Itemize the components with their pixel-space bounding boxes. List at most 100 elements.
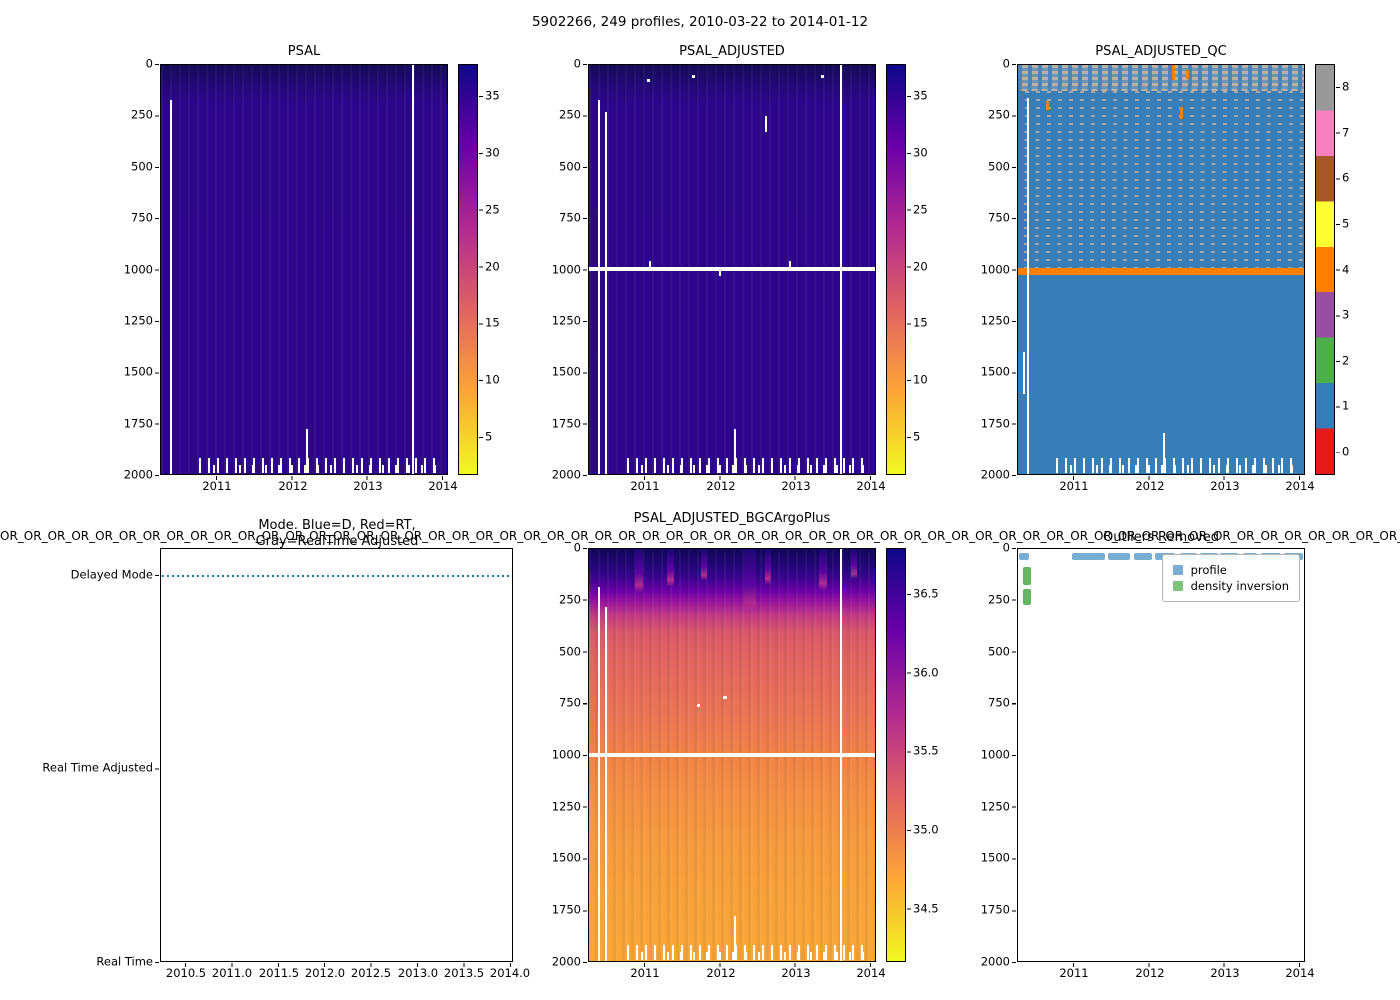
missing-notch [734,429,736,473]
x-tick-label: 2010.5 [165,966,207,980]
qc8-speckle [1018,91,1304,268]
missing-bottom-notches [641,952,865,960]
missing-speck [821,75,824,78]
salinity-plume [744,549,756,615]
y-tick-label: 750 [559,695,581,710]
cb-tick-label: 5 [1342,216,1350,231]
x-tick-label: 2013 [1210,479,1240,493]
y-ticks [155,64,159,476]
x-tick-label: 2013 [1210,966,1240,980]
bgc-colorbar [886,548,906,962]
cb-tick-label: 36.5 [913,586,939,601]
psal-adjusted-heatmap [588,64,876,475]
x-tick-label: 2012 [706,479,736,493]
y-tick-label: 500 [988,644,1010,659]
y-tick-label: 1500 [980,850,1010,865]
missing-column [412,65,414,474]
qc4-mark [1186,70,1189,79]
y-tick-label: 1750 [551,902,581,917]
x-tick-label: 2013 [353,479,383,493]
psal-heatmap-field [161,65,447,474]
y-tick-label: 500 [559,159,581,174]
cb-tick-label: 35 [485,88,500,103]
y-tick-label: 1500 [551,850,581,865]
mode-plot [160,548,513,962]
y-tick-label: 250 [559,592,581,607]
cb-tick-label: 10 [485,372,500,387]
y-tick-label: 1500 [123,364,153,379]
missing-notch [1163,433,1165,473]
cb-tick-label: 30 [913,145,928,160]
legend-row-profile: profile [1172,563,1289,577]
missing-bottom-notches [641,465,865,473]
y-tick-label: 2000 [980,467,1010,482]
x-ticks [644,476,871,480]
mode-y-label: Real Time Adjusted [42,760,153,775]
profile-markers [1019,553,1030,560]
or-status-string: OR_OR_OR_OR_OR_OR_OR_OR_OR_OR_OR_OR_OR_O… [0,529,1400,543]
cb-tick-label: 25 [913,202,928,217]
profile-markers [1133,553,1153,560]
missing-bottom-notches [1070,465,1294,473]
qc8-dense-band [1018,65,1304,91]
y-tick-label: 1750 [123,416,153,431]
mode-title-line1: Mode. Blue=D, Red=RT, [258,518,416,533]
x-tick-label: 2014 [856,479,886,493]
y-tick-label: 750 [988,210,1010,225]
x-ticks [644,963,871,967]
profile-swatch [1172,565,1183,575]
x-ticks [1073,963,1300,967]
cb-tick-label: 35 [913,88,928,103]
y-tick-label: 2000 [551,467,581,482]
mode-title-line2: Gray=RealTime Adjusted [255,534,419,549]
psal-title: PSAL [287,44,321,59]
missing-speck [765,116,767,132]
missing-column [1027,98,1029,474]
x-tick-label: 2012 [1135,966,1165,980]
y-tick-label: 1000 [551,747,581,762]
y-tick-label: 250 [988,107,1010,122]
cb-tick-label: 4 [1342,262,1350,277]
y-tick-label: 750 [988,695,1010,710]
x-tick-label: 2012 [278,479,308,493]
bgc-title: PSAL_ADJUSTED_BGCArgoPlus [633,511,831,526]
cb-tick-label: 10 [913,372,928,387]
x-tick-label: 2011 [1059,966,1089,980]
cb-tick-label: 8 [1342,79,1350,94]
outliers-plot: profile density inversion [1017,548,1305,962]
outliers-title: Outliers Removed [1102,530,1220,545]
x-ticks [185,963,511,967]
cb-tick-label: 3 [1342,307,1350,322]
cb-tick-label: 15 [485,315,500,330]
qc4-mark [1046,101,1049,110]
cb-tick-label: 25 [485,202,500,217]
x-tick-label: 2011.5 [258,966,300,980]
x-ticks [1073,476,1300,480]
y-tick-label: 1000 [980,747,1010,762]
x-tick-label: 2011 [630,479,660,493]
cb-tick-label: 35.0 [913,822,939,837]
salinity-plume [851,549,857,579]
salinity-plume [667,549,674,587]
figure-title: 5902266, 249 profiles, 2010-03-22 to 201… [531,14,869,30]
y-ticks [583,64,587,476]
x-tick-label: 2013.5 [443,966,485,980]
y-tick-label: 1250 [551,313,581,328]
legend-label-density: density inversion [1190,579,1289,593]
salinity-plume [819,549,827,591]
y-tick-label: 1750 [980,902,1010,917]
y-tick-label: 0 [1002,540,1010,555]
qc-colorbar [1315,64,1335,475]
cb-tick-label: 15 [913,315,928,330]
x-ticks [216,476,443,480]
cb-tick-label: 7 [1342,125,1350,140]
y-tick-label: 500 [131,159,153,174]
colorbar-ticks [907,594,911,910]
profile-markers [1108,553,1130,560]
cb-tick-label: 30 [485,145,500,160]
y-tick-label: 1500 [980,364,1010,379]
y-tick-label: 1250 [980,313,1010,328]
mode-delayed-line [162,575,511,577]
y-tick-label: 0 [573,56,581,71]
x-tick-label: 2014 [1285,966,1315,980]
